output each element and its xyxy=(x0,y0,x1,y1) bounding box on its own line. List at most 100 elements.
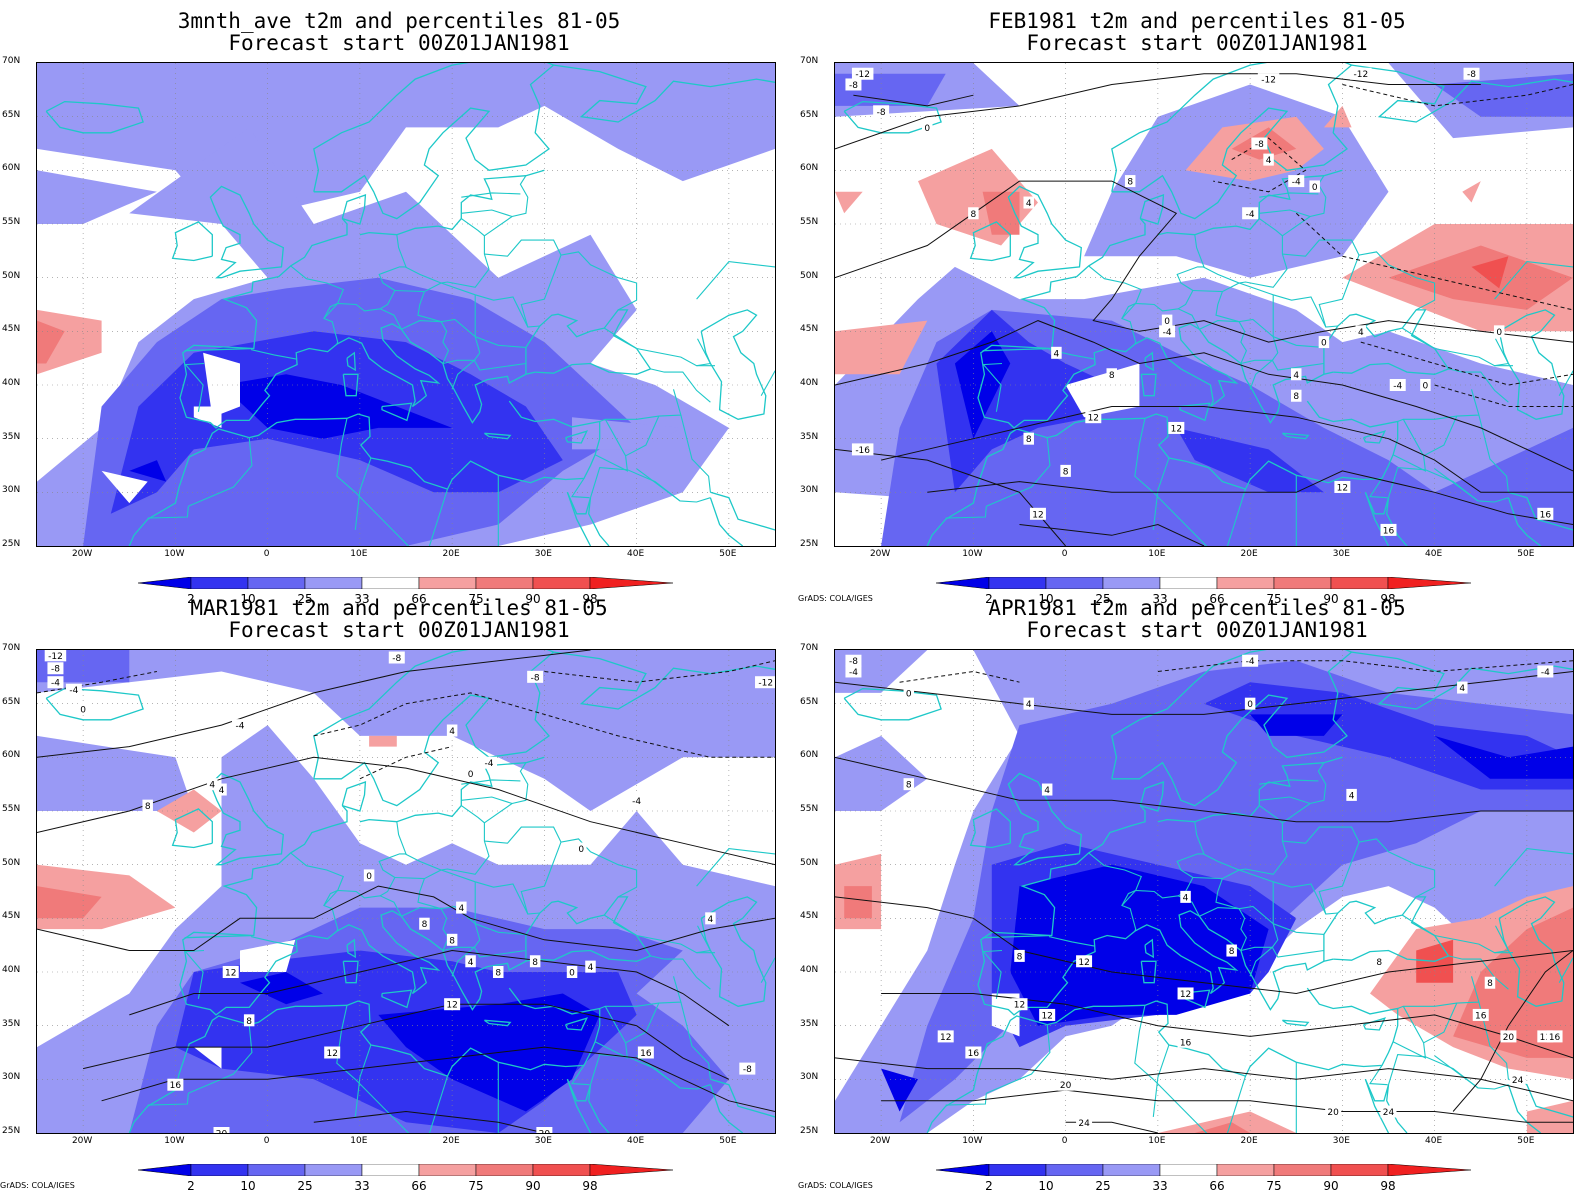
coastline xyxy=(1364,492,1390,546)
svg-text:12: 12 xyxy=(1041,1011,1052,1021)
contour-label: 8 xyxy=(446,933,458,946)
coastline xyxy=(709,497,744,546)
country-border xyxy=(394,869,540,915)
contour-label: 0 xyxy=(576,842,587,855)
lat-label: 40N xyxy=(800,378,819,388)
lon-label: 40E xyxy=(627,549,645,559)
contour-label: 8 xyxy=(1374,955,1385,968)
percentile-shading xyxy=(369,735,397,747)
colorbar-segment xyxy=(138,1164,192,1176)
coastline xyxy=(341,194,367,225)
country-border xyxy=(1259,209,1311,218)
panel-subtitle: Forecast start 00Z01JAN1981 xyxy=(228,618,570,642)
svg-text:4: 4 xyxy=(1266,156,1272,166)
temperature-contour xyxy=(881,1089,1573,1123)
coastline xyxy=(313,650,555,807)
lat-label: 65N xyxy=(800,696,819,707)
lat-label: 60N xyxy=(800,163,819,174)
country-border xyxy=(1494,338,1510,367)
colorbar-label: 33 xyxy=(1152,592,1168,606)
svg-text:12: 12 xyxy=(1180,990,1191,1000)
contour-label: 4 xyxy=(1051,346,1062,359)
coastline xyxy=(1507,1084,1542,1133)
svg-text:8: 8 xyxy=(532,958,538,968)
country-border xyxy=(250,936,298,947)
country-border xyxy=(484,826,562,844)
svg-text:0: 0 xyxy=(1321,339,1327,349)
contour-label: 12 xyxy=(1076,955,1093,968)
country-border xyxy=(986,437,1051,507)
colorbar-label: 98 xyxy=(582,592,598,606)
contour-label: -4 xyxy=(1288,175,1305,188)
contour-label: 12 xyxy=(324,1046,341,1059)
contour-label: 8 xyxy=(1023,432,1034,445)
country-border xyxy=(428,488,449,546)
svg-text:16: 16 xyxy=(640,1049,652,1059)
colorbar xyxy=(138,577,673,589)
country-border xyxy=(394,282,540,328)
map-area xyxy=(36,62,776,547)
contour-label: 12 xyxy=(222,966,239,979)
country-border xyxy=(1402,327,1513,367)
coastline xyxy=(381,989,413,1009)
temperature-contour xyxy=(1452,950,1573,1112)
percentile-shading xyxy=(129,460,167,482)
colorbar-label: 10 xyxy=(240,592,256,606)
contour-label: 12 xyxy=(444,998,461,1011)
lon-label: 10E xyxy=(350,549,368,559)
panel-title: 3mnth_ave t2m and percentiles 81-05 xyxy=(177,9,621,33)
country-border xyxy=(1176,821,1205,897)
percentile-shading xyxy=(37,170,157,224)
lat-label: 55N xyxy=(2,217,21,227)
temperature-contour xyxy=(313,1110,545,1133)
svg-text:0: 0 xyxy=(1496,328,1502,338)
contour-label: 0 xyxy=(1420,379,1431,392)
country-border xyxy=(1199,907,1248,951)
country-border xyxy=(1318,251,1436,328)
contour-label: -8 xyxy=(845,654,862,667)
contour-label: 12 xyxy=(1011,998,1028,1011)
lon-label: 20W xyxy=(71,549,93,559)
country-border xyxy=(461,192,521,198)
contour-label: 16 xyxy=(1177,1035,1194,1048)
svg-text:4: 4 xyxy=(1293,371,1299,381)
lat-label: 25N xyxy=(800,1126,819,1136)
lon-label: 50E xyxy=(1517,549,1535,559)
country-border xyxy=(336,418,356,493)
contour-label: 0 xyxy=(465,767,476,780)
country-border xyxy=(484,175,529,237)
coastline xyxy=(843,687,942,721)
panel-title: MAR1981 t2m and percentiles 81-05 xyxy=(190,596,608,620)
svg-text:4: 4 xyxy=(458,904,464,914)
country-border xyxy=(484,239,562,257)
lat-label: 45N xyxy=(2,324,21,335)
country-border xyxy=(1478,414,1509,493)
country-border xyxy=(1226,488,1247,546)
percentile-shading xyxy=(1157,1111,1297,1133)
svg-text:16: 16 xyxy=(1549,1033,1561,1043)
country-border xyxy=(696,848,775,887)
coastline xyxy=(359,169,545,236)
country-border xyxy=(1318,838,1436,915)
lat-label: 35N xyxy=(800,431,819,442)
percentile-shading xyxy=(844,886,872,919)
temperature-contour xyxy=(37,650,591,758)
coastline xyxy=(171,808,213,849)
coastline xyxy=(565,1017,589,1031)
svg-text:12: 12 xyxy=(1078,958,1089,968)
coastline xyxy=(977,343,1136,429)
svg-text:0: 0 xyxy=(569,969,575,979)
temperature-contour xyxy=(37,756,775,866)
percentile-shading xyxy=(1065,363,1140,418)
coastline xyxy=(982,805,1146,939)
coastline xyxy=(313,63,555,220)
svg-text:12: 12 xyxy=(446,1001,457,1011)
lat-label: 35N xyxy=(2,431,21,442)
svg-text:0: 0 xyxy=(578,845,584,855)
colorbar-label: 2 xyxy=(187,592,195,606)
country-border xyxy=(1152,457,1170,530)
country-border xyxy=(604,914,715,954)
colorbar-label: 90 xyxy=(525,592,541,606)
contour-label: 0 xyxy=(903,686,915,699)
coastline xyxy=(1498,309,1565,420)
